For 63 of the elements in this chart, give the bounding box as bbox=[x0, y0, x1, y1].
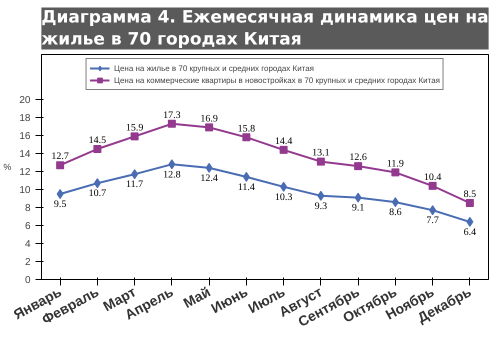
data-label: 7.7 bbox=[426, 215, 439, 226]
y-tick-label: 4 bbox=[24, 239, 31, 250]
y-tick-label: 8 bbox=[24, 203, 31, 214]
data-label: 16.9 bbox=[200, 113, 218, 124]
data-label: 8.6 bbox=[389, 207, 402, 218]
point bbox=[429, 205, 436, 216]
y-axis-title: % bbox=[3, 162, 12, 172]
y-tick-label: 20 bbox=[19, 95, 31, 106]
point bbox=[354, 162, 362, 170]
point bbox=[317, 190, 324, 201]
data-label: 17.3 bbox=[163, 110, 181, 121]
data-label: 13.1 bbox=[312, 148, 330, 159]
point bbox=[93, 145, 102, 153]
point bbox=[94, 178, 101, 188]
data-label: 6.4 bbox=[464, 226, 476, 238]
data-label: 11.9 bbox=[386, 158, 404, 170]
point bbox=[392, 197, 399, 208]
legend-label: Цена на коммерческие квартиры в новостройках в 70 крупных и средних городах Китая bbox=[114, 74, 440, 86]
data-label: 15.9 bbox=[126, 122, 144, 134]
y-tick-label: 0 bbox=[24, 275, 31, 286]
y-tick-label: 10 bbox=[19, 185, 31, 196]
point bbox=[130, 132, 139, 140]
point bbox=[280, 182, 288, 192]
data-label: 10.7 bbox=[88, 188, 106, 200]
data-label: 12.7 bbox=[51, 151, 69, 162]
y-tick-label: 16 bbox=[19, 131, 31, 142]
data-label: 12.8 bbox=[163, 169, 181, 180]
data-label: 10.4 bbox=[424, 172, 442, 183]
y-tick-label: 18 bbox=[19, 113, 31, 124]
y-tick-label: 2 bbox=[24, 257, 31, 268]
data-label: 15.8 bbox=[238, 123, 256, 134]
data-label: 12.6 bbox=[349, 152, 367, 164]
legend-label: Цена на жилье в 70 крупных и средних городах Китая bbox=[114, 62, 314, 74]
data-label: 12.4 bbox=[200, 172, 218, 184]
data-label: 9.5 bbox=[54, 199, 66, 210]
point bbox=[428, 182, 437, 190]
chart-title: Диаграмма 4. Ежемесячная динамика цен на жилье в 70 городах Китая bbox=[41, 8, 489, 50]
point bbox=[206, 162, 213, 173]
data-label: 14.4 bbox=[274, 136, 292, 147]
data-label: 14.5 bbox=[88, 135, 106, 146]
y-tick-label: 12 bbox=[19, 167, 31, 178]
data-label: 8.5 bbox=[464, 189, 476, 200]
point bbox=[242, 133, 250, 142]
data-label: 9.3 bbox=[314, 200, 328, 212]
point bbox=[242, 172, 250, 182]
point bbox=[391, 168, 400, 176]
point bbox=[168, 159, 176, 170]
point bbox=[316, 158, 325, 166]
data-label: 10.3 bbox=[274, 192, 292, 203]
point bbox=[466, 199, 474, 207]
point bbox=[466, 216, 474, 227]
data-label: 11.4 bbox=[238, 182, 255, 193]
point bbox=[56, 161, 64, 170]
point bbox=[280, 146, 288, 154]
data-label: 9.1 bbox=[352, 202, 364, 214]
y-tick-label: 14 bbox=[19, 149, 31, 160]
y-tick-label: 6 bbox=[24, 221, 31, 232]
point bbox=[354, 192, 362, 203]
point bbox=[56, 189, 64, 199]
point bbox=[131, 169, 138, 180]
data-label: 11.7 bbox=[126, 179, 144, 190]
point bbox=[168, 120, 176, 128]
point bbox=[205, 123, 214, 132]
